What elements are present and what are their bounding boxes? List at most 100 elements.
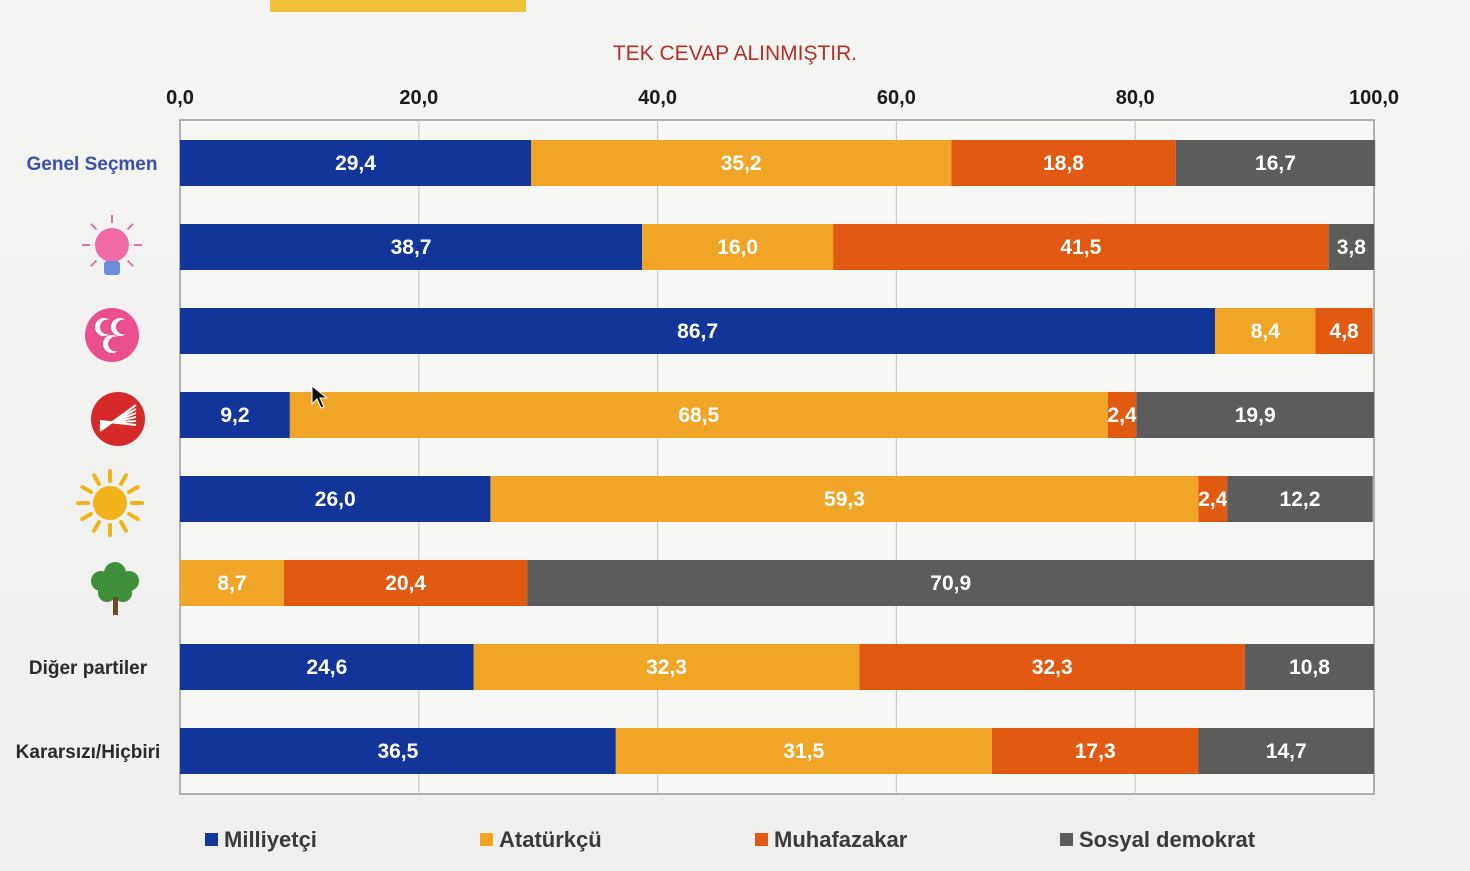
bar-row: 36,5 31,5 17,3 14,7 <box>180 728 1374 774</box>
bar-value-label: 16,0 <box>717 236 758 259</box>
bar-segment <box>833 224 1329 270</box>
mouse-cursor-icon <box>311 384 329 409</box>
chart-subtitle: TEK CEVAP ALINMIŞTIR. <box>613 42 857 65</box>
three-crescents-icon <box>85 308 139 362</box>
bar-value-label: 12,2 <box>1280 488 1321 511</box>
bar-row: 24,6 32,3 32,3 10,8 <box>180 644 1374 690</box>
bar-value-label: 9,2 <box>220 404 249 427</box>
bar-value-label: 8,7 <box>217 572 246 595</box>
x-axis-ticks: 0,0 20,0 40,0 60,0 80,0 100,0 <box>166 87 1399 109</box>
x-tick-label: 0,0 <box>166 87 194 109</box>
bar-segment <box>180 644 474 690</box>
bar-segment <box>289 392 1108 438</box>
bar-value-label: 17,3 <box>1075 740 1116 763</box>
bar-segment <box>180 476 491 522</box>
legend-item: Sosyal demokrat <box>1060 827 1256 852</box>
bar-value-label: 38,7 <box>391 236 432 259</box>
bar-segment <box>1198 476 1228 522</box>
bar-segment <box>951 140 1176 186</box>
bar-value-label: 86,7 <box>677 320 718 343</box>
bar-segment <box>180 728 616 774</box>
plot-area <box>179 119 1375 795</box>
bar-segment <box>490 476 1199 522</box>
x-tick-label: 60,0 <box>877 87 916 109</box>
bar-value-label: 2,4 <box>1198 488 1228 511</box>
bar-value-label: 68,5 <box>678 404 719 427</box>
bar-segment <box>527 560 1374 606</box>
gridlines <box>179 119 1375 795</box>
bar-segment <box>1245 644 1374 690</box>
category-label: Genel Seçmen <box>27 154 158 175</box>
bar-segment <box>473 644 860 690</box>
legend-label: Atatürkçü <box>499 827 602 852</box>
bar-segment <box>283 560 528 606</box>
bar-segment <box>180 392 290 438</box>
legend: Milliyetçi Atatürkçü Muhafazakar Sosyal dem… <box>205 827 1256 852</box>
bar-value-label: 3,8 <box>1337 236 1367 259</box>
tree-icon <box>91 562 139 615</box>
bar-value-label: 19,9 <box>1235 404 1276 427</box>
bar-row: 9,2 68,5 2,4 19,9 <box>180 392 1374 438</box>
legend-swatch <box>205 833 218 846</box>
bar-value-label: 59,3 <box>824 488 865 511</box>
six-arrows-icon <box>91 392 145 446</box>
bar-segment <box>180 560 284 606</box>
bar-value-label: 18,8 <box>1043 152 1084 175</box>
bar-row: 29,4 35,2 18,8 16,7 <box>180 140 1376 186</box>
x-tick-label: 100,0 <box>1349 87 1399 109</box>
legend-item: Atatürkçü <box>480 827 602 852</box>
bar-value-label: 4,8 <box>1330 320 1360 343</box>
legend-swatch <box>1060 833 1073 846</box>
category-label: Diğer partiler <box>29 658 148 679</box>
bar-segment <box>859 644 1246 690</box>
legend-swatch <box>755 833 768 846</box>
bar-value-label: 32,3 <box>1032 656 1073 679</box>
bar-segment <box>991 728 1199 774</box>
bar-segment <box>1328 224 1374 270</box>
bar-segment <box>642 224 834 270</box>
bar-value-label: 8,4 <box>1251 320 1281 343</box>
x-tick-label: 20,0 <box>399 87 438 109</box>
x-tick-label: 40,0 <box>638 87 677 109</box>
legend-item: Milliyetçi <box>205 827 317 852</box>
x-tick-label: 80,0 <box>1116 87 1155 109</box>
bar-value-label: 32,3 <box>646 656 687 679</box>
bar-value-label: 24,6 <box>306 656 347 679</box>
bar-value-label: 41,5 <box>1060 236 1101 259</box>
category-label: Kararsızı/Hiçbiri <box>16 742 161 763</box>
bar-segment <box>1215 308 1316 354</box>
legend-label: Milliyetçi <box>224 827 317 852</box>
bar-segment <box>615 728 992 774</box>
bar-segment <box>1136 392 1374 438</box>
bars: 29,4 35,2 18,8 16,7 38,7 16,0 41,5 3,8 86,7 8,4 4,… <box>180 140 1376 774</box>
bar-value-label: 26,0 <box>315 488 356 511</box>
legend-swatch <box>480 833 493 846</box>
bar-value-label: 31,5 <box>783 740 824 763</box>
bar-value-label: 16,7 <box>1255 152 1296 175</box>
bar-segment <box>1198 728 1374 774</box>
bar-value-label: 2,4 <box>1107 404 1137 427</box>
top-strip-decoration <box>270 0 526 12</box>
bar-value-label: 29,4 <box>335 152 376 175</box>
bar-value-label: 70,9 <box>930 572 971 595</box>
bar-row: 38,7 16,0 41,5 3,8 <box>180 224 1374 270</box>
bar-value-label: 36,5 <box>377 740 418 763</box>
bar-segment <box>180 308 1216 354</box>
light-bulb-icon <box>82 215 142 275</box>
category-labels: Genel Seçmen Diğer partiler Kararsızı/Hiçb… <box>16 154 161 763</box>
legend-label: Sosyal demokrat <box>1079 827 1256 852</box>
bar-value-label: 14,7 <box>1266 740 1307 763</box>
bar-segment <box>180 224 643 270</box>
bar-value-label: 35,2 <box>721 152 762 175</box>
bar-row: 8,7 20,4 70,9 <box>180 560 1374 606</box>
bar-segment <box>1107 392 1137 438</box>
bar-segment <box>1175 140 1376 186</box>
bar-row: 86,7 8,4 4,8 <box>180 308 1373 354</box>
bar-segment <box>180 140 532 186</box>
bar-row: 26,0 59,3 2,4 12,2 <box>180 476 1373 522</box>
legend-label: Muhafazakar <box>774 827 908 852</box>
legend-item: Muhafazakar <box>755 827 908 852</box>
bar-value-label: 20,4 <box>385 572 426 595</box>
bar-segment <box>1315 308 1373 354</box>
